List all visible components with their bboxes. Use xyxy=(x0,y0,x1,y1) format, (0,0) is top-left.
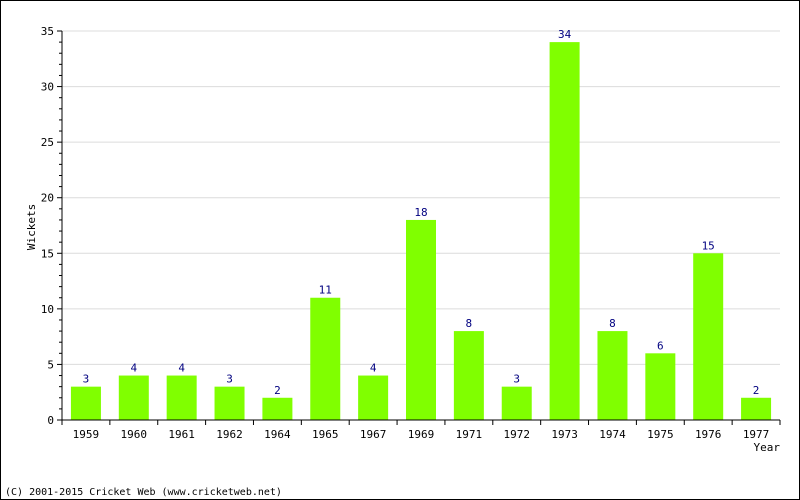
y-tick-label: 20 xyxy=(41,192,54,205)
y-tick-label: 10 xyxy=(41,303,54,316)
axes: 0 5 10 15 20 25 30 35 1959 1960 1961 1962 1964 1965 19… xyxy=(41,25,781,441)
data-label: 34 xyxy=(558,28,572,41)
copyright-notice: (C) 2001-2015 Cricket Web (www.cricketwe… xyxy=(5,487,282,498)
x-tick-label: 1973 xyxy=(551,428,578,441)
bar xyxy=(214,386,245,420)
bar xyxy=(406,219,436,420)
y-tick-label: 25 xyxy=(41,136,54,149)
bar xyxy=(501,386,532,420)
x-tick-label: 1960 xyxy=(121,428,148,441)
data-label: 3 xyxy=(83,373,90,386)
data-label: 8 xyxy=(609,317,616,330)
bar xyxy=(166,375,197,420)
bar xyxy=(549,42,580,420)
y-axis-title: Wickets xyxy=(25,204,38,250)
data-label: 8 xyxy=(466,317,473,330)
bar xyxy=(693,253,724,420)
x-tick-label: 1961 xyxy=(168,428,195,441)
x-tick-label: 1965 xyxy=(312,428,339,441)
x-tick-label: 1972 xyxy=(503,428,530,441)
data-label: 3 xyxy=(513,373,520,386)
y-tick-label: 15 xyxy=(41,247,54,260)
y-tick-label: 35 xyxy=(41,25,54,38)
x-tick-label: 1977 xyxy=(743,428,770,441)
bar xyxy=(741,397,772,420)
data-label: 4 xyxy=(130,362,137,375)
x-tick-label: 1976 xyxy=(695,428,722,441)
bar xyxy=(118,375,149,420)
bar xyxy=(597,331,628,420)
x-tick-label: 1975 xyxy=(647,428,674,441)
x-tick-label: 1964 xyxy=(264,428,291,441)
x-tick-label: 1967 xyxy=(360,428,387,441)
y-tick-label: 5 xyxy=(47,358,54,371)
data-label: 2 xyxy=(274,384,281,397)
x-tick-label: 1974 xyxy=(599,428,626,441)
bars xyxy=(70,42,772,420)
bar xyxy=(310,297,341,420)
data-label: 15 xyxy=(702,239,715,252)
data-label: 11 xyxy=(319,284,332,297)
x-axis-title: Year xyxy=(754,441,781,454)
x-tick-label: 1971 xyxy=(456,428,483,441)
x-tick-label: 1959 xyxy=(73,428,100,441)
bar xyxy=(453,331,484,420)
bar xyxy=(70,386,101,420)
bar xyxy=(645,353,676,420)
data-label: 4 xyxy=(178,362,185,375)
x-tick-label: 1962 xyxy=(216,428,243,441)
data-label: 18 xyxy=(414,206,427,219)
x-tick-label: 1969 xyxy=(408,428,435,441)
y-tick-label: 0 xyxy=(47,414,54,427)
data-label: 4 xyxy=(370,362,377,375)
bar xyxy=(262,397,293,420)
data-label: 3 xyxy=(226,373,233,386)
y-tick-label: 30 xyxy=(41,81,54,94)
data-label: 2 xyxy=(753,384,760,397)
data-label: 6 xyxy=(657,339,664,352)
bar xyxy=(358,375,389,420)
